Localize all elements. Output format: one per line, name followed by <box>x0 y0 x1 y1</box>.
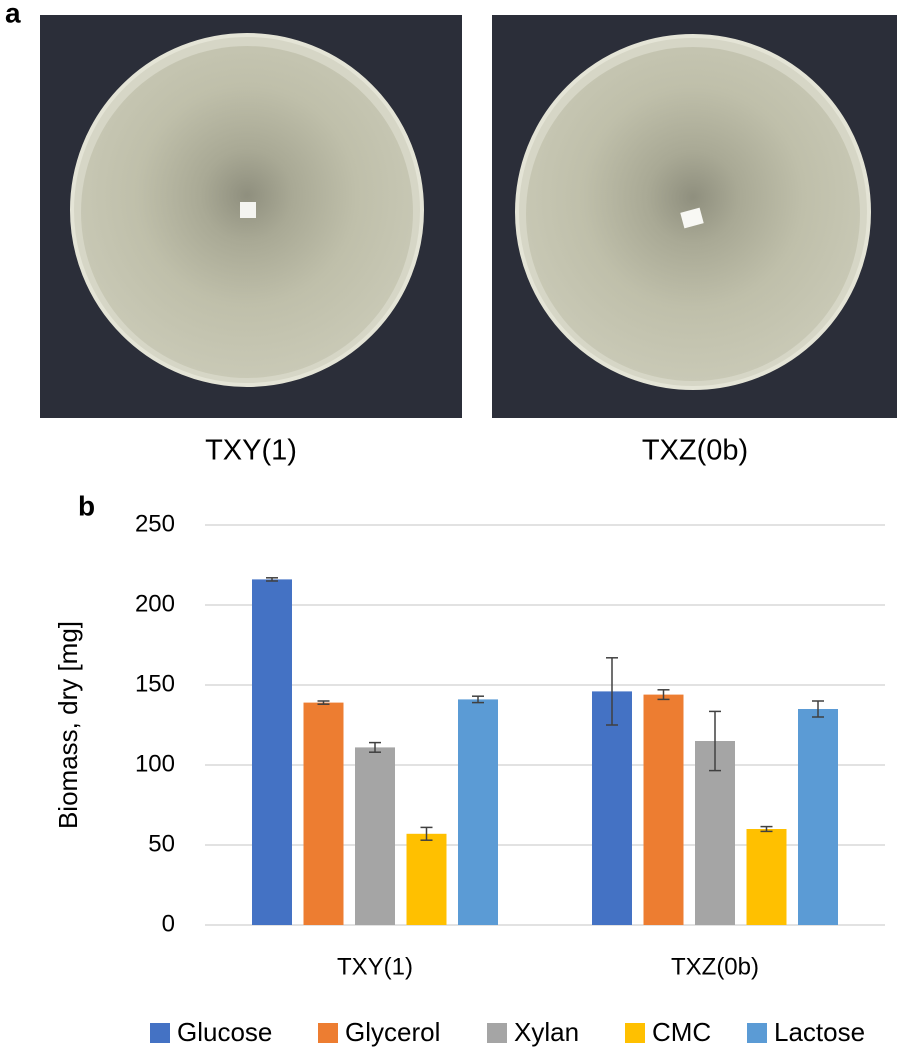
bar <box>303 702 344 925</box>
y-tick-label: 250 <box>135 510 175 537</box>
error-bar <box>317 700 330 705</box>
error-bar <box>266 577 278 582</box>
y-tick-label: 200 <box>135 590 175 617</box>
bar <box>355 747 395 925</box>
error-bar <box>657 689 670 701</box>
bar <box>643 694 684 925</box>
error-bar <box>472 695 484 704</box>
error-bar <box>369 741 381 753</box>
legend-label: CMC <box>652 1017 711 1047</box>
legend-swatch <box>318 1023 338 1043</box>
y-tick-label: 150 <box>135 670 175 697</box>
legend-swatch <box>747 1023 767 1043</box>
bar <box>746 829 787 925</box>
legend-label: Glycerol <box>345 1017 440 1047</box>
plate-caption: TXY(1) <box>205 435 297 467</box>
error-bar <box>709 710 721 772</box>
bar <box>798 709 838 925</box>
plate-photo <box>40 15 462 418</box>
bar <box>406 833 447 925</box>
bar <box>252 579 292 925</box>
y-tick-label: 100 <box>135 750 175 777</box>
y-tick-label: 0 <box>162 910 175 937</box>
plate-photo <box>492 15 897 418</box>
legend-label: Xylan <box>514 1017 579 1047</box>
legend-swatch <box>150 1023 170 1043</box>
error-bar <box>420 826 433 841</box>
bar <box>592 691 632 925</box>
y-axis-label: Biomass, dry [mg] <box>53 621 83 829</box>
panel-label: b <box>78 490 95 521</box>
legend-label: Glucose <box>177 1017 272 1047</box>
x-tick-label: TXZ(0b) <box>671 953 759 980</box>
bar <box>695 741 735 925</box>
x-tick-label: TXY(1) <box>337 953 413 980</box>
plate-caption: TXZ(0b) <box>642 435 748 467</box>
legend-label: Lactose <box>774 1017 865 1047</box>
error-bar <box>606 657 618 726</box>
legend-swatch <box>625 1023 645 1043</box>
bar <box>458 699 498 925</box>
legend-swatch <box>487 1023 507 1043</box>
panel-label: a <box>5 0 21 28</box>
error-bar <box>812 700 824 718</box>
error-bar <box>760 825 773 833</box>
y-tick-label: 50 <box>148 830 175 857</box>
